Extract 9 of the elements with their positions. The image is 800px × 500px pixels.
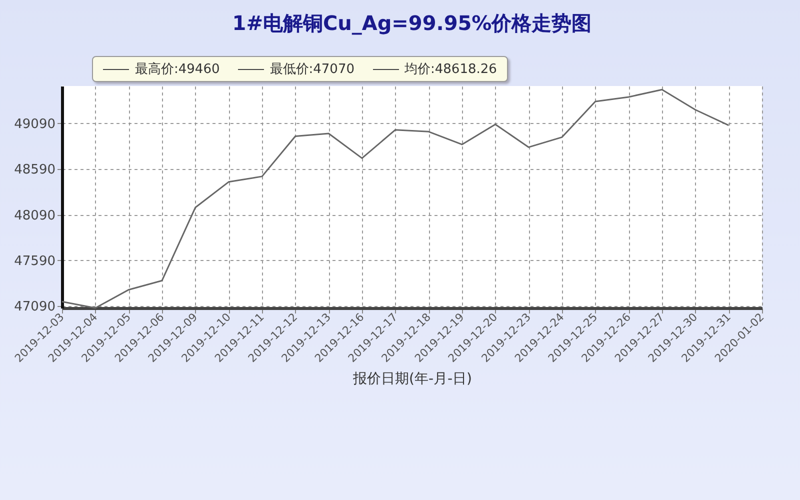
- y-tick-label: 47590: [14, 254, 56, 269]
- y-tick-label: 47090: [14, 300, 56, 315]
- y-tick-label: 48090: [14, 208, 56, 224]
- note-box: 最高价:49460 最低价:47070 均价:48618.26: [92, 56, 508, 82]
- chart-title: 1#电解铜Cu_Ag=99.95%价格走势图: [232, 11, 592, 35]
- y-tick-label: 48590: [14, 162, 56, 178]
- x-axis-title: 报价日期(年-月-日): [352, 371, 472, 388]
- line-series: [61, 88, 730, 309]
- y-tick-label: 49090: [14, 116, 56, 132]
